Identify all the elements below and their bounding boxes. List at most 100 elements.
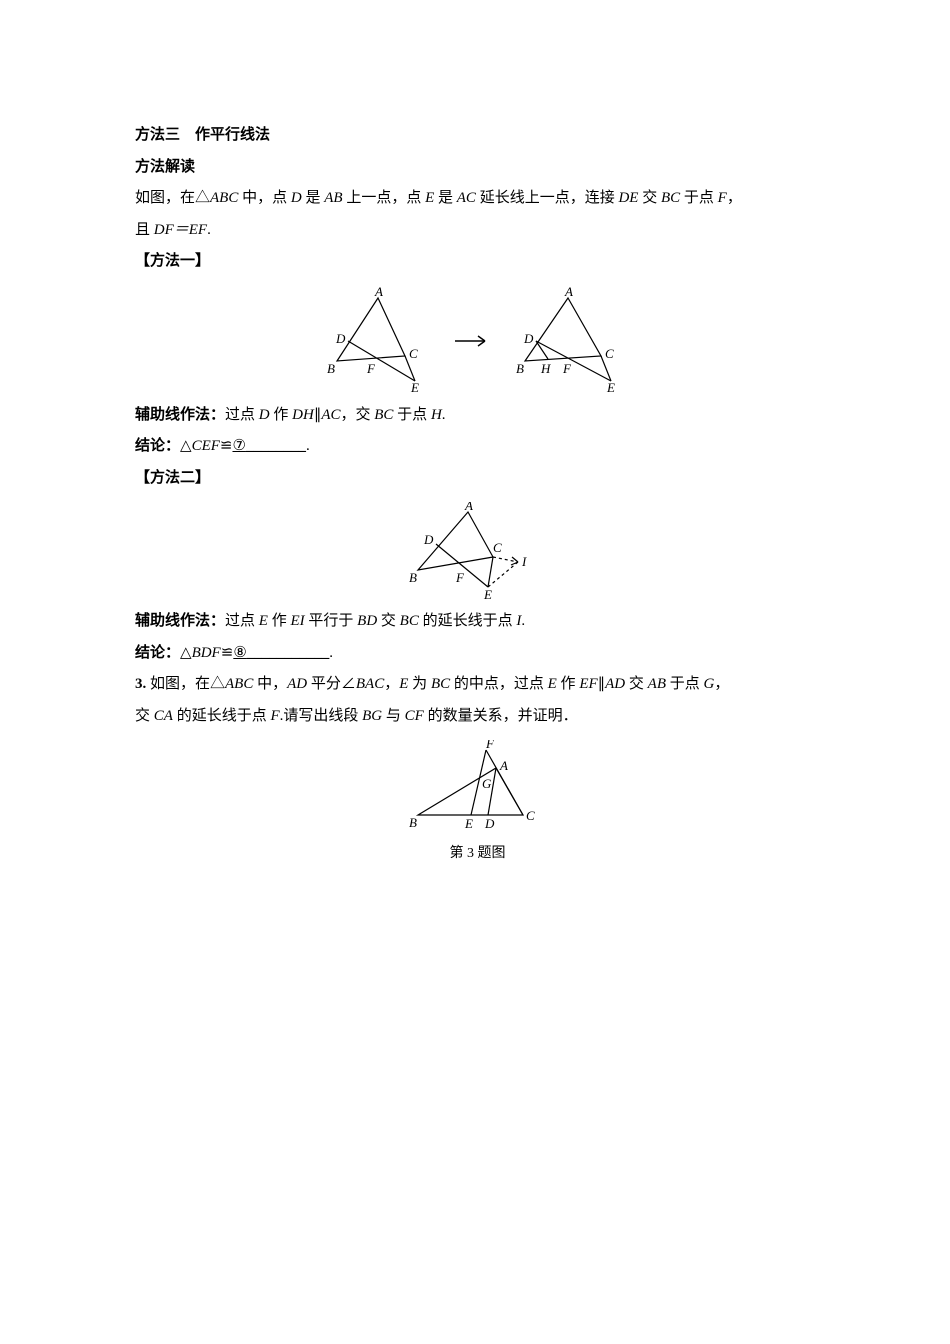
t: 作 [557,676,580,692]
t: 的中点，过点 [450,676,548,692]
t: 中，点 [238,190,291,206]
lblB: B [409,815,417,830]
arrow-icon [453,331,493,351]
fig3-caption: 第 3 题图 [135,839,820,868]
t: ≌ [220,438,233,454]
t: BAC [356,676,384,692]
lblB: B [327,361,335,376]
blank: ________ [246,438,306,454]
t: . [442,407,446,423]
lblD: D [335,331,346,346]
t: BC [400,613,419,629]
t: BC [661,190,680,206]
t: D [291,190,302,206]
lblC: C [493,540,502,555]
t: DF＝EF [154,222,207,238]
t: E [425,190,434,206]
lblD: D [484,816,495,831]
t: G [704,676,715,692]
t: 如图，在△ [146,676,225,692]
t: BC [431,676,450,692]
t: AC [457,190,476,206]
t: AD [287,676,307,692]
lblD: D [523,331,534,346]
t: ， [714,676,729,692]
t: AD [605,676,625,692]
figure-q3: F A G B E D C [135,740,820,835]
aux1-line: 辅助线作法：过点 D 作 DH∥AC，交 BC 于点 H. [135,400,820,432]
t: 交 [638,190,661,206]
triangle1-left-svg: A B C D F E [323,286,433,396]
t: F [270,708,279,724]
lblD: D [423,532,434,547]
t: 是 [434,190,457,206]
t: F [718,190,727,206]
t: .请写出线段 [280,708,363,724]
triangle1-right-svg: A B C D H F E [513,286,633,396]
lblC: C [605,346,614,361]
t: ABC [225,676,253,692]
t: △ [180,645,192,661]
t: EI [290,613,304,629]
lblH: H [540,361,551,376]
t: AB [324,190,342,206]
concl-label: 结论： [135,645,180,661]
t: D [259,407,270,423]
t: △ [180,438,192,454]
t: 于点 [680,190,718,206]
figure-method2: A B C D F E I [135,502,820,602]
t: . [329,645,333,661]
t: CF [405,708,424,724]
lblE: E [464,816,473,831]
t: 与 [382,708,405,724]
lblE: E [483,587,492,602]
page: 方法三 作平行线法 方法解读 如图，在△ABC 中，点 D 是 AB 上一点，点… [0,0,950,1344]
triangle2-svg: A B C D F E I [408,502,548,602]
t: BC [374,407,393,423]
triangle3-svg: F A G B E D C [408,740,548,835]
t: BD [357,613,377,629]
t: ≌ [221,645,234,661]
t: . [207,222,211,238]
t: . [521,613,525,629]
method-title: 方法三 作平行线法 [135,120,820,152]
t: 于点 [666,676,704,692]
intro-line2: 且 DF＝EF. [135,215,820,247]
t: 是 [302,190,325,206]
t: CEF [192,438,220,454]
t: EF [579,676,597,692]
t: ABC [210,190,238,206]
t: BG [362,708,382,724]
lblF: F [455,570,465,585]
t: 的数量关系，并证明． [424,708,578,724]
t: 且 [135,222,154,238]
blank-num: ⑦ [232,438,245,454]
lblG: G [482,776,492,791]
blank-num: ⑧ [233,645,246,661]
t: 平分∠ [307,676,356,692]
t: DH [292,407,314,423]
t: E [548,676,557,692]
aux-label: 辅助线作法： [135,613,225,629]
t: AB [648,676,666,692]
aux-label: 辅助线作法： [135,407,225,423]
t: 中， [253,676,287,692]
aux2-line: 辅助线作法：过点 E 作 EI 平行于 BD 交 BC 的延长线于点 I. [135,606,820,638]
q3-line2: 交 CA 的延长线于点 F.请写出线段 BG 与 CF 的数量关系，并证明． [135,701,820,733]
t: 如图，在△ [135,190,210,206]
t: 作 [268,613,291,629]
concl1-line: 结论：△CEF≌⑦________. [135,431,820,463]
t: 为 [408,676,431,692]
t: CA [154,708,173,724]
t: H [431,407,442,423]
t: ， [384,676,399,692]
method2-title: 【方法二】 [135,463,820,495]
t: 交 [135,708,154,724]
t: ，交 [340,407,374,423]
method1-title: 【方法一】 [135,246,820,278]
lblF: F [485,740,495,751]
t: 平行于 [305,613,358,629]
t: 交 [377,613,400,629]
lblB: B [409,570,417,585]
concl-label: 结论： [135,438,180,454]
